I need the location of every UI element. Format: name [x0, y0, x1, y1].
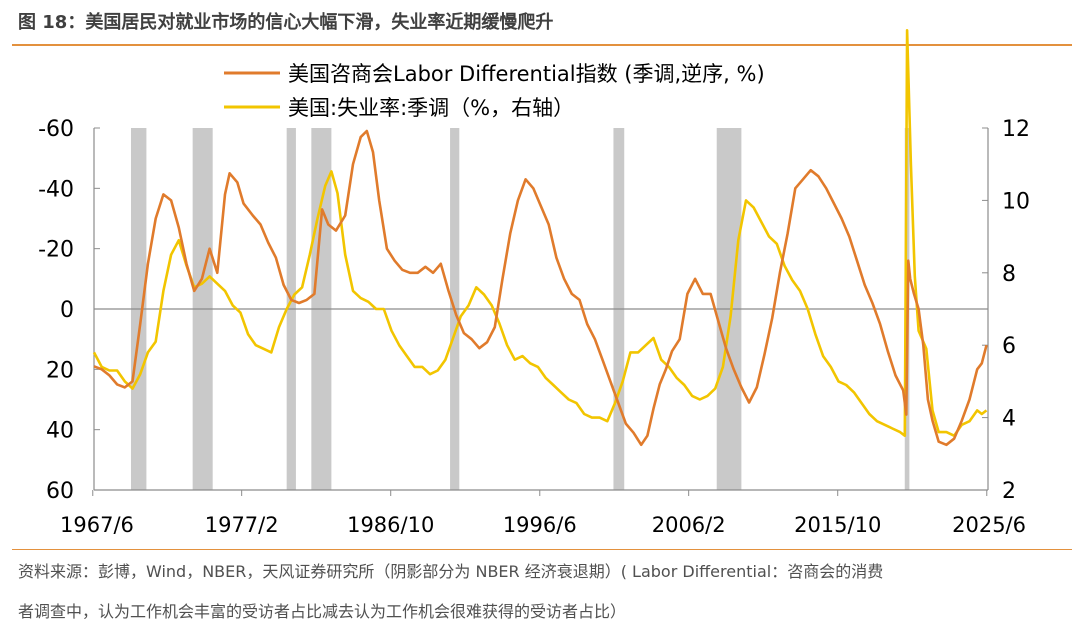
legend-label: 美国:失业率:季调（%，右轴）: [288, 96, 574, 120]
left-tick-label: 0: [60, 298, 74, 323]
series-line-labor-differential: [93, 129, 988, 447]
left-tick-label: 40: [46, 419, 74, 444]
title-divider: [12, 44, 1072, 46]
right-tick-label: 4: [1002, 407, 1016, 432]
x-tick-label: 1986/10: [347, 513, 434, 537]
x-tick-label: 1967/6: [60, 513, 134, 537]
x-tick-label: 1977/2: [205, 513, 279, 537]
right-tick-label: 2: [1002, 479, 1016, 504]
chart-series: [92, 29, 988, 447]
left-tick-label: -20: [38, 238, 74, 263]
x-tick-label: 1996/6: [503, 513, 577, 537]
chart-axes: -60 -40 -20 0 20 40 60 2 4 6 8 10 12 1967/6 1977/2 1986…: [38, 117, 1030, 537]
right-tick-label: 8: [1002, 262, 1016, 287]
source-note-line-1: 资料来源：彭博，Wind，NBER，天风证券研究所（阴影部分为 NBER 经济衰…: [18, 562, 884, 581]
right-tick-label: 6: [1002, 334, 1016, 359]
legend-label: 美国咨商会Labor Differential指数 (季调,逆序, %): [288, 62, 765, 86]
right-tick-label: 12: [1002, 117, 1030, 142]
x-tick-label: 2015/10: [794, 513, 881, 537]
chart-legend: 美国咨商会Labor Differential指数 (季调,逆序, %) 美国:失…: [224, 62, 765, 120]
figure-title: 图 18：美国居民对就业市场的信心大幅下滑，失业率近期缓慢爬升: [18, 12, 554, 33]
left-tick-label: 60: [46, 479, 74, 504]
series-line-unemployment-rate: [92, 29, 988, 437]
x-tick-label: 2025/6: [952, 513, 1026, 537]
left-tick-label: 20: [46, 358, 74, 383]
right-tick-label: 10: [1002, 189, 1030, 214]
left-tick-label: -60: [38, 117, 74, 142]
source-divider: [12, 549, 1072, 550]
left-tick-label: -40: [38, 177, 74, 202]
x-tick-label: 2006/2: [652, 513, 726, 537]
source-note-line-2: 者调查中，认为工作机会丰富的受访者占比减去认为工作机会很难获得的受访者占比）: [18, 602, 627, 621]
